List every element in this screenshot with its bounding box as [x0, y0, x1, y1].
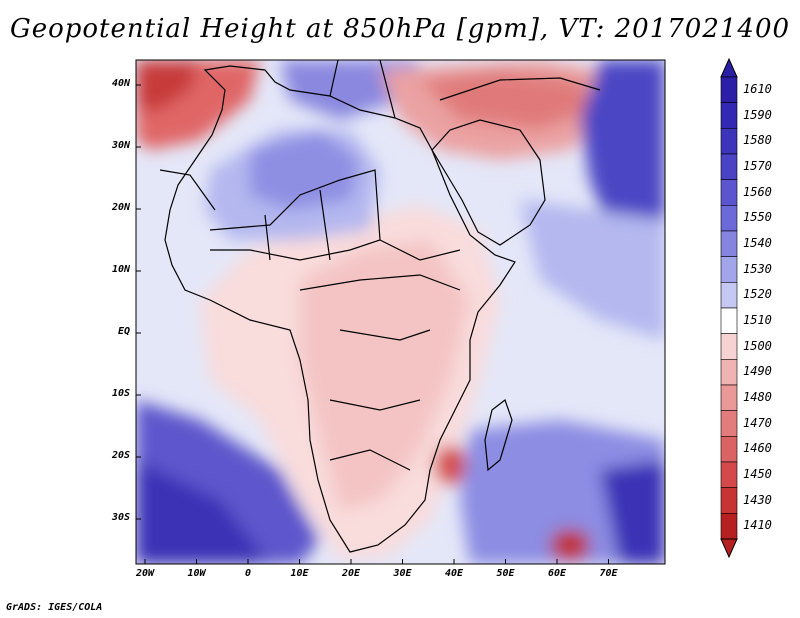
lat-label: 10S — [111, 388, 130, 399]
colorbar-swatch — [720, 76, 738, 103]
lon-label: 30E — [393, 568, 412, 579]
colorbar — [720, 57, 738, 559]
colorbar-swatch — [720, 179, 738, 206]
lon-label: 60E — [547, 568, 567, 579]
colorbar-level-label: 1550 — [743, 210, 772, 225]
colorbar-swatch — [720, 461, 738, 488]
colorbar-swatch — [720, 205, 738, 232]
colorbar-level-label: 1470 — [743, 415, 772, 430]
colorbar-swatch — [720, 256, 738, 283]
colorbar-swatch — [720, 128, 738, 155]
colorbar-swatch — [720, 359, 738, 386]
lat-label: 40N — [111, 78, 130, 89]
lon-label: 20E — [341, 568, 361, 579]
lat-label: 20S — [111, 450, 130, 461]
axis-ticks — [136, 84, 609, 564]
colorbar-swatch — [720, 282, 738, 309]
colorbar-level-label: 1430 — [743, 492, 772, 507]
colorbar-level-label: 1580 — [743, 133, 772, 148]
colorbar-level-label: 1560 — [743, 184, 772, 199]
colorbar-swatch — [720, 436, 738, 463]
colorbar-level-label: 1520 — [743, 287, 772, 302]
colorbar-level-label: 1460 — [743, 441, 772, 456]
lat-label: EQ — [117, 326, 130, 337]
height-field — [136, 60, 665, 564]
lon-label: 20W — [135, 568, 155, 579]
coastlines — [159, 60, 601, 553]
colorbar-swatch — [720, 410, 738, 437]
map-frame — [135, 59, 666, 565]
colorbar-swatch — [720, 513, 738, 540]
colorbar-level-label: 1480 — [743, 389, 772, 404]
colorbar-swatch — [720, 487, 738, 514]
lon-label: 40E — [444, 568, 464, 579]
lon-label: 70E — [599, 568, 618, 579]
colorbar-swatch — [720, 102, 738, 129]
colorbar-level-label: 1450 — [743, 466, 772, 481]
colorbar-level-label: 1500 — [743, 338, 772, 353]
grads-credit: GrADS: IGES/COLA — [6, 602, 103, 613]
colorbar-level-label: 1570 — [743, 158, 772, 173]
colorbar-level-label: 1590 — [743, 107, 772, 122]
colorbar-top-arrow — [720, 57, 738, 78]
lat-label: 30S — [111, 512, 130, 523]
colorbar-swatch — [720, 307, 738, 334]
colorbar-level-label: 1610 — [743, 81, 772, 96]
colorbar-level-label: 1540 — [743, 235, 772, 250]
colorbar-swatch — [720, 230, 738, 257]
chart-title: Geopotential Height at 850hPa [gpm], VT:… — [9, 14, 791, 44]
colorbar-level-label: 1510 — [743, 312, 772, 327]
colorbar-level-label: 1530 — [743, 261, 772, 276]
lon-label: 50E — [496, 568, 515, 579]
lat-label: 20N — [111, 202, 130, 213]
colorbar-level-label: 1490 — [743, 364, 772, 379]
lon-label: 10W — [187, 568, 206, 579]
lat-label: 10N — [111, 264, 130, 275]
colorbar-swatch — [720, 153, 738, 180]
colorbar-level-label: 1410 — [743, 518, 772, 533]
lon-label: 10E — [290, 568, 309, 579]
lon-label: 0 — [244, 568, 252, 579]
lat-label: 30N — [111, 140, 130, 151]
colorbar-swatch — [720, 384, 738, 411]
colorbar-swatch — [720, 333, 738, 360]
colorbar-bottom-arrow — [720, 538, 738, 559]
